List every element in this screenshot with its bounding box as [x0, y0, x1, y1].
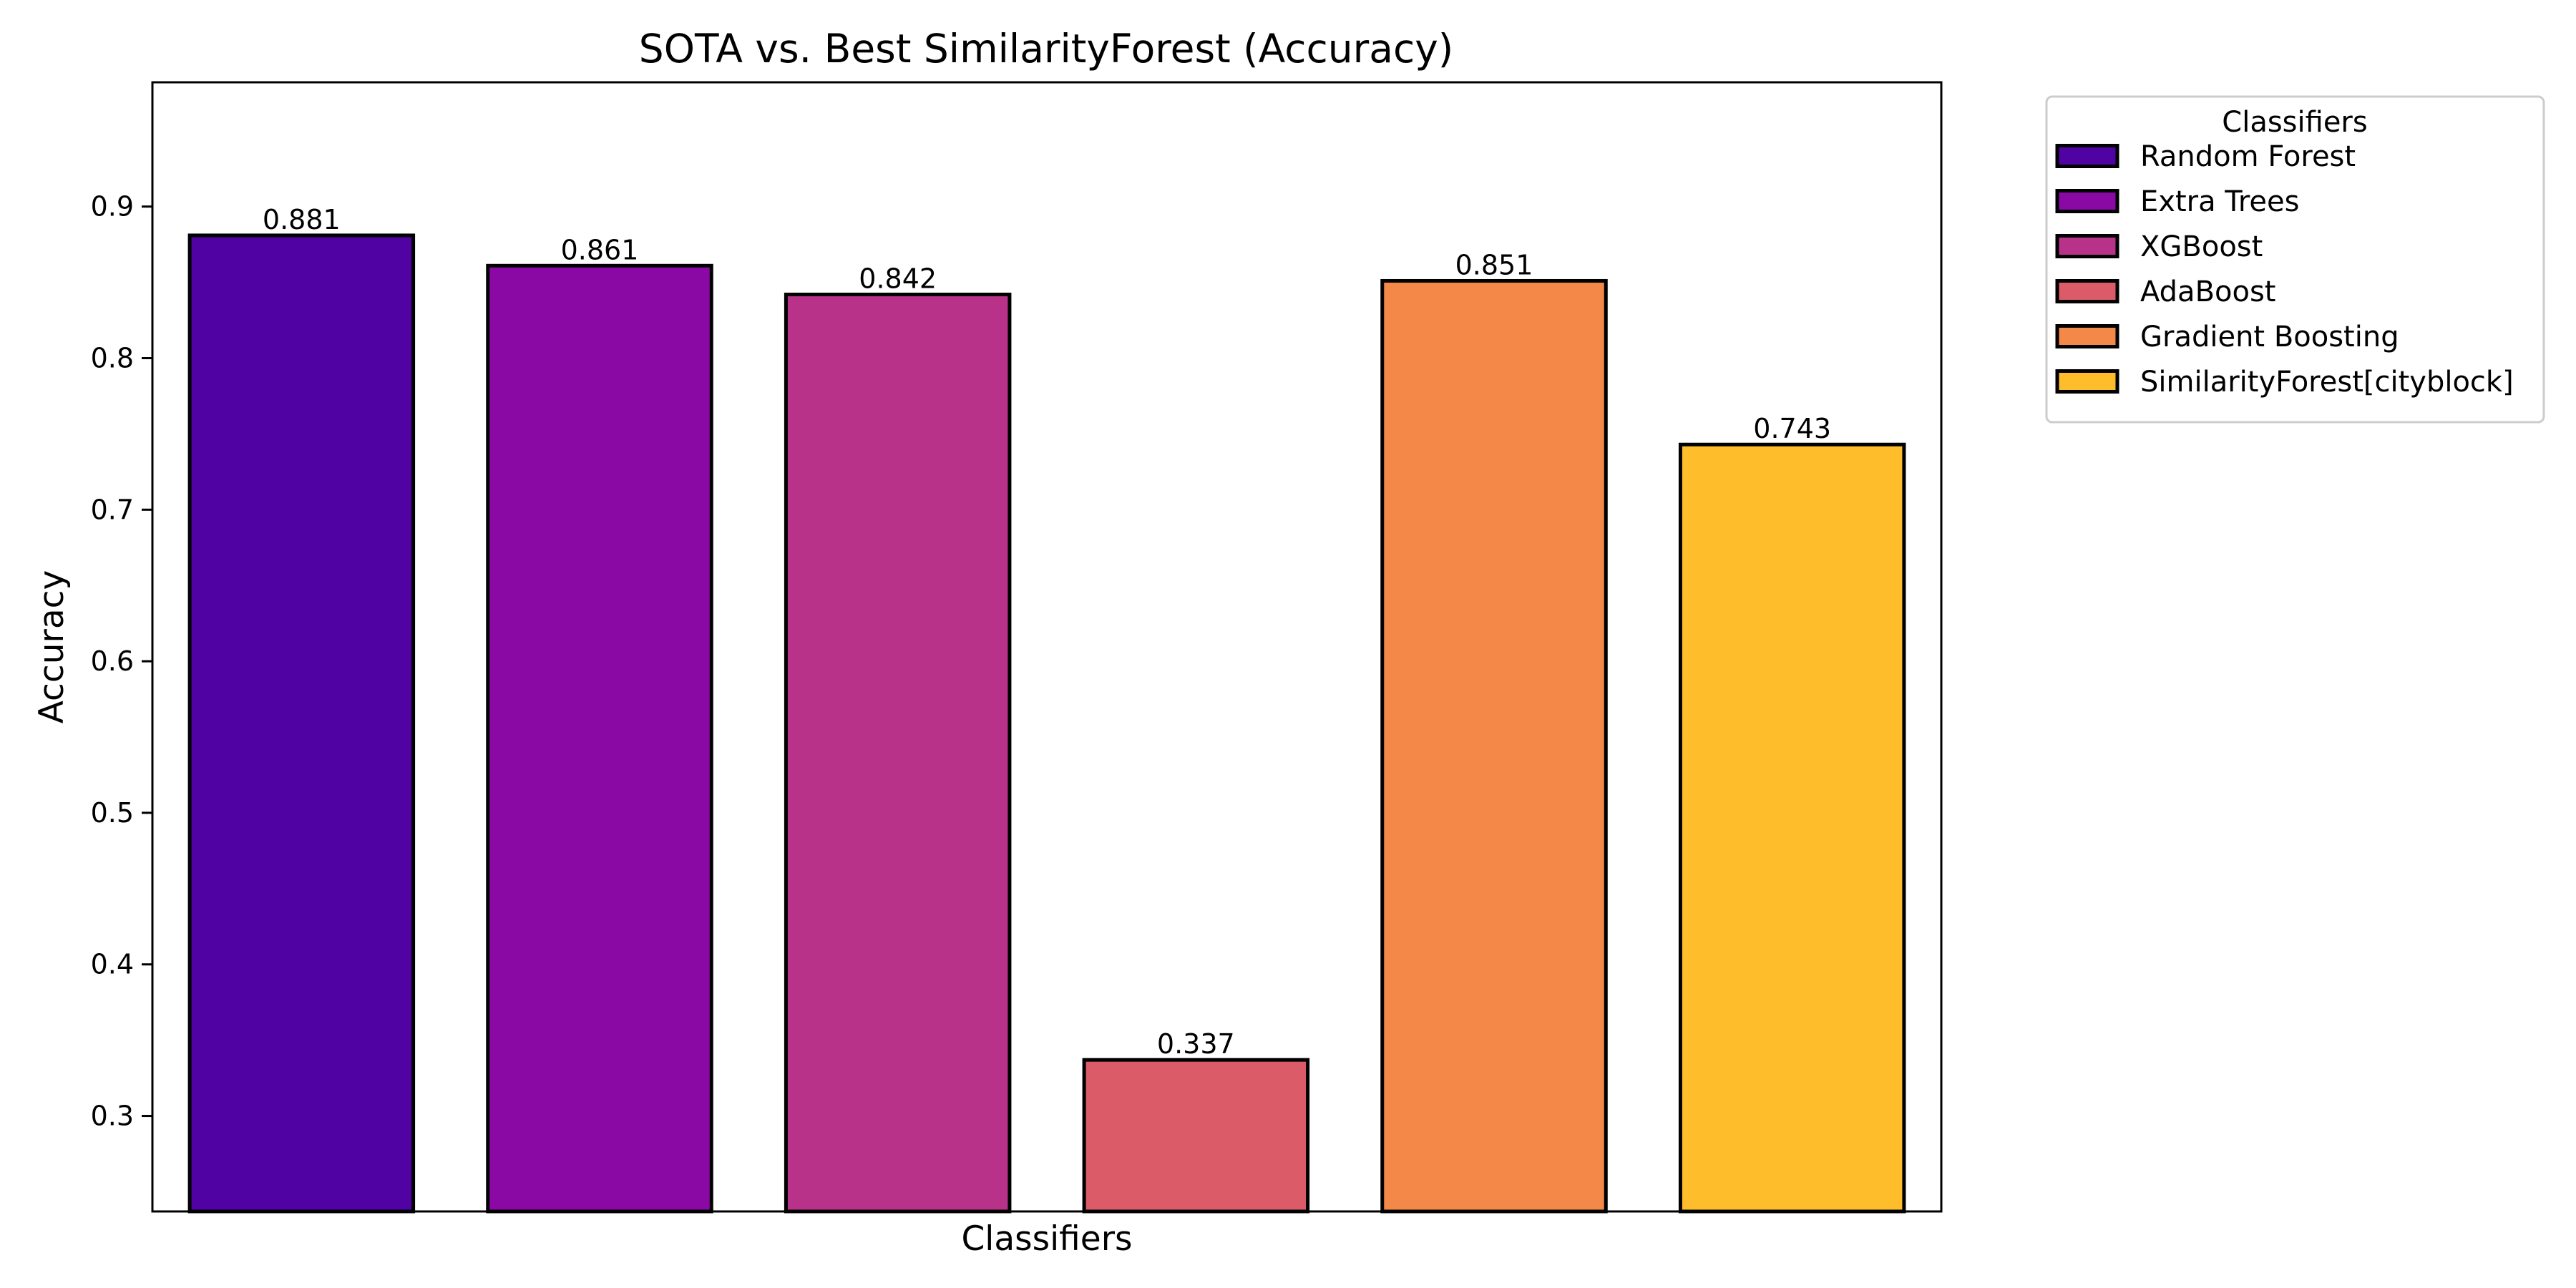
bar-value-label-5: 0.851 — [1455, 249, 1533, 280]
bar-4 — [1082, 1058, 1310, 1214]
legend-frame — [2045, 95, 2545, 424]
y-tick-label-7: 0.9 — [91, 191, 134, 223]
legend-title: Classifiers — [2222, 106, 2367, 139]
y-tick-label-3: 0.5 — [91, 797, 134, 829]
y-tick-label-4: 0.6 — [91, 645, 134, 677]
legend-swatch-6 — [2055, 369, 2119, 394]
legend-items: Random Forest Extra Trees XGBoost AdaBoost G… — [2055, 140, 2514, 399]
y-axis: 0.3 0.4 0.5 0.6 0.7 0.8 0.9 — [91, 191, 152, 1132]
legend-swatch-4 — [2055, 279, 2119, 303]
legend-label-1: Random Forest — [2140, 140, 2356, 173]
chart-title: SOTA vs. Best SimilarityForest (Accuracy… — [639, 26, 1453, 72]
plot-frame — [151, 81, 1943, 1213]
bars-layer: 0.881 0.861 0.842 0.337 0.851 0.743 — [187, 204, 1906, 1214]
y-tick-label-1: 0.3 — [91, 1101, 134, 1132]
y-tick-label-2: 0.4 — [91, 949, 134, 980]
legend-swatch-3 — [2055, 234, 2119, 258]
legend-label-4: AdaBoost — [2140, 275, 2275, 308]
bar-value-label-1: 0.881 — [263, 204, 341, 235]
y-axis-label: Accuracy — [32, 570, 72, 724]
legend-label-5: Gradient Boosting — [2140, 321, 2399, 353]
bar-6 — [1678, 442, 1906, 1214]
bar-value-label-2: 0.861 — [561, 234, 639, 265]
legend-label-2: Extra Trees — [2140, 185, 2299, 218]
bar-2 — [486, 263, 713, 1214]
bar-value-label-6: 0.743 — [1753, 413, 1831, 444]
legend-swatch-1 — [2055, 144, 2119, 168]
bar-3 — [784, 293, 1012, 1214]
legend-label-3: XGBoost — [2140, 230, 2263, 263]
y-tick-label-6: 0.8 — [91, 342, 134, 374]
y-tick-label-5: 0.7 — [91, 494, 134, 525]
bar-value-label-3: 0.842 — [859, 263, 937, 295]
legend: Classifiers Random Forest Extra Trees XGBo… — [2045, 95, 2545, 424]
bar-1 — [187, 233, 416, 1214]
legend-label-6: SimilarityForest[cityblock] — [2140, 366, 2514, 399]
bar-5 — [1380, 278, 1608, 1214]
legend-swatch-2 — [2055, 189, 2119, 213]
x-axis-label: Classifiers — [961, 1219, 1132, 1259]
legend-swatch-5 — [2055, 324, 2119, 348]
bar-value-label-4: 0.337 — [1157, 1028, 1235, 1060]
